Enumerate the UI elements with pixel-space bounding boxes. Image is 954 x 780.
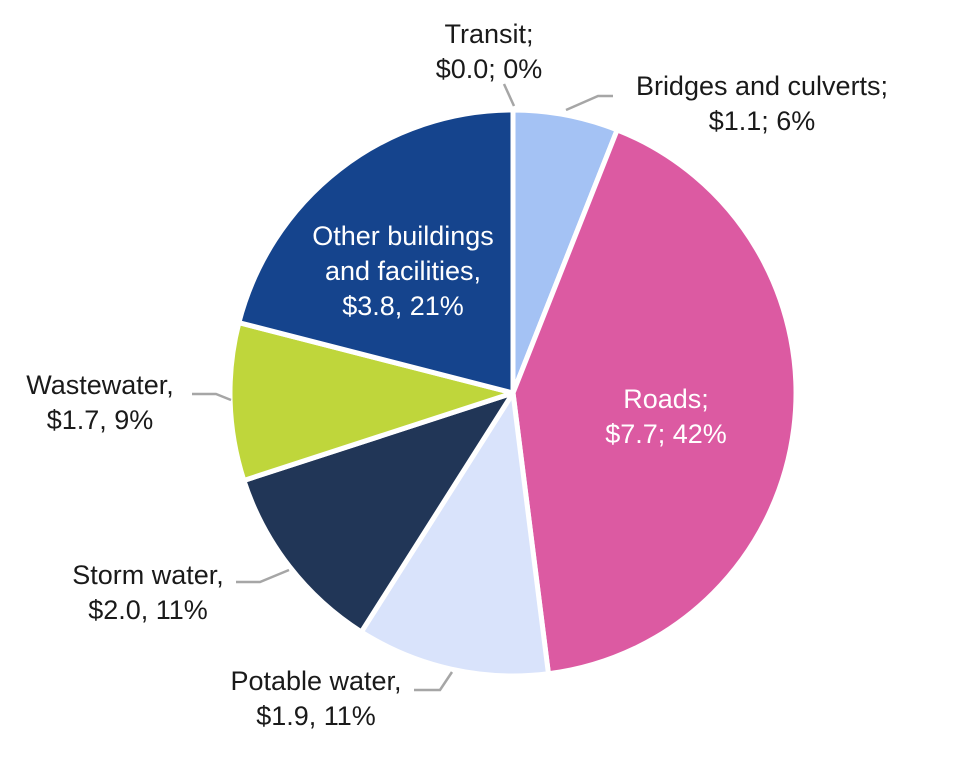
slice-labels: Transit; $0.0; 0% Bridges and culverts; $1.… <box>26 19 888 731</box>
slice-label-line: $0.0; 0% <box>436 54 543 84</box>
pie-slice-roads <box>510 127 799 677</box>
pie-slice-potable-water <box>358 390 551 679</box>
slice-label-line: $1.1; 6% <box>709 106 816 136</box>
pie-slice-storm-water <box>241 390 516 635</box>
slice-label-bridges-and-culverts: Bridges and culverts; $1.1; 6% <box>636 71 888 136</box>
slice-label-line: $2.0, 11% <box>88 595 208 625</box>
slice-label-potable-water: Potable water, $1.9, 11% <box>230 666 401 731</box>
slice-label-other-buildings-and-facilities: Other buildings and facilities, $3.8, 21% <box>312 221 494 321</box>
slice-label-roads: Roads; $7.7; 42% <box>605 384 727 449</box>
slice-label-storm-water: Storm water, $2.0, 11% <box>72 560 224 625</box>
pie-slice-other-buildings-and-facilities <box>236 107 516 396</box>
slice-label-line: Bridges and culverts; <box>636 71 888 101</box>
slice-label-line: $1.7, 9% <box>47 405 154 435</box>
pie-slice-wastewater <box>227 320 516 483</box>
leader-line-storm-water <box>236 568 290 584</box>
leader-line-wastewater <box>192 392 232 402</box>
leader-line-transit <box>502 83 516 107</box>
slice-label-line: Transit; <box>444 19 533 49</box>
slice-label-wastewater: Wastewater, $1.7, 9% <box>26 370 174 435</box>
slice-label-line: Other buildings <box>312 221 494 251</box>
slice-label-line: $7.7; 42% <box>605 419 727 449</box>
slice-label-line: Roads; <box>623 384 709 414</box>
leader-line-potable-water <box>414 671 454 692</box>
slice-label-line: $1.9, 11% <box>256 701 376 731</box>
leader-line-bridges-and-culverts <box>565 94 613 112</box>
slice-label-line: Potable water, <box>230 666 401 696</box>
slice-label-transit: Transit; $0.0; 0% <box>436 19 543 84</box>
leader-lines <box>192 83 613 692</box>
pie-slices <box>227 107 799 679</box>
slice-label-line: Storm water, <box>72 560 224 590</box>
slice-label-line: $3.8, 21% <box>342 291 464 321</box>
slice-label-line: and facilities, <box>325 256 481 286</box>
slice-label-line: Wastewater, <box>26 370 174 400</box>
